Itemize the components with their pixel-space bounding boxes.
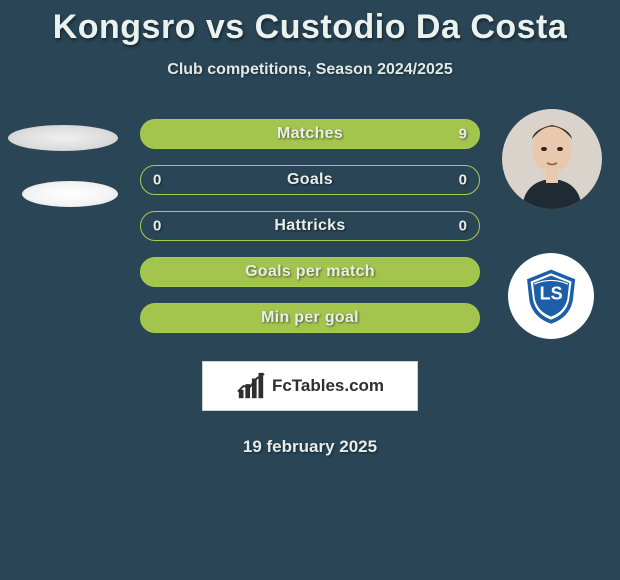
player-left-ellipse-1 [8,125,118,151]
comparison-title: Kongsro vs Custodio Da Costa [0,0,620,47]
stat-label: Min per goal [261,309,359,327]
stat-left-value: 0 [153,218,161,235]
stat-row: 0 Goals 0 [140,165,480,195]
brand-text: FcTables.com [272,376,384,396]
stat-label: Matches [277,125,343,143]
club-right-badge-icon: LS [521,266,581,326]
comparison-date: 19 february 2025 [0,437,620,457]
stat-bars: Matches 9 0 Goals 0 0 Hattricks 0 Goals per matc… [140,119,480,333]
stat-label: Goals per match [245,263,375,281]
player-right-photo [502,109,602,209]
stat-row: Goals per match [140,257,480,287]
player-right-avatar-icon [502,109,602,209]
player-left-placeholder [8,125,118,207]
brand-bars-icon [236,371,266,401]
comparison-subtitle: Club competitions, Season 2024/2025 [0,61,620,79]
brand-logo-box: FcTables.com [202,361,418,411]
svg-text:LS: LS [539,284,562,304]
stat-right-value: 0 [459,172,467,189]
stat-label: Hattricks [274,217,345,235]
stat-row: Min per goal [140,303,480,333]
stat-row: Matches 9 [140,119,480,149]
stat-right-value: 9 [459,126,467,143]
stat-label: Goals [287,171,333,189]
stat-row: 0 Hattricks 0 [140,211,480,241]
club-right-badge: LS [508,253,594,339]
comparison-arena: LS Matches 9 0 Goals 0 0 Hattricks 0 Goals per m… [0,119,620,333]
stat-right-value: 0 [459,218,467,235]
stat-left-value: 0 [153,172,161,189]
player-left-ellipse-2 [22,181,118,207]
